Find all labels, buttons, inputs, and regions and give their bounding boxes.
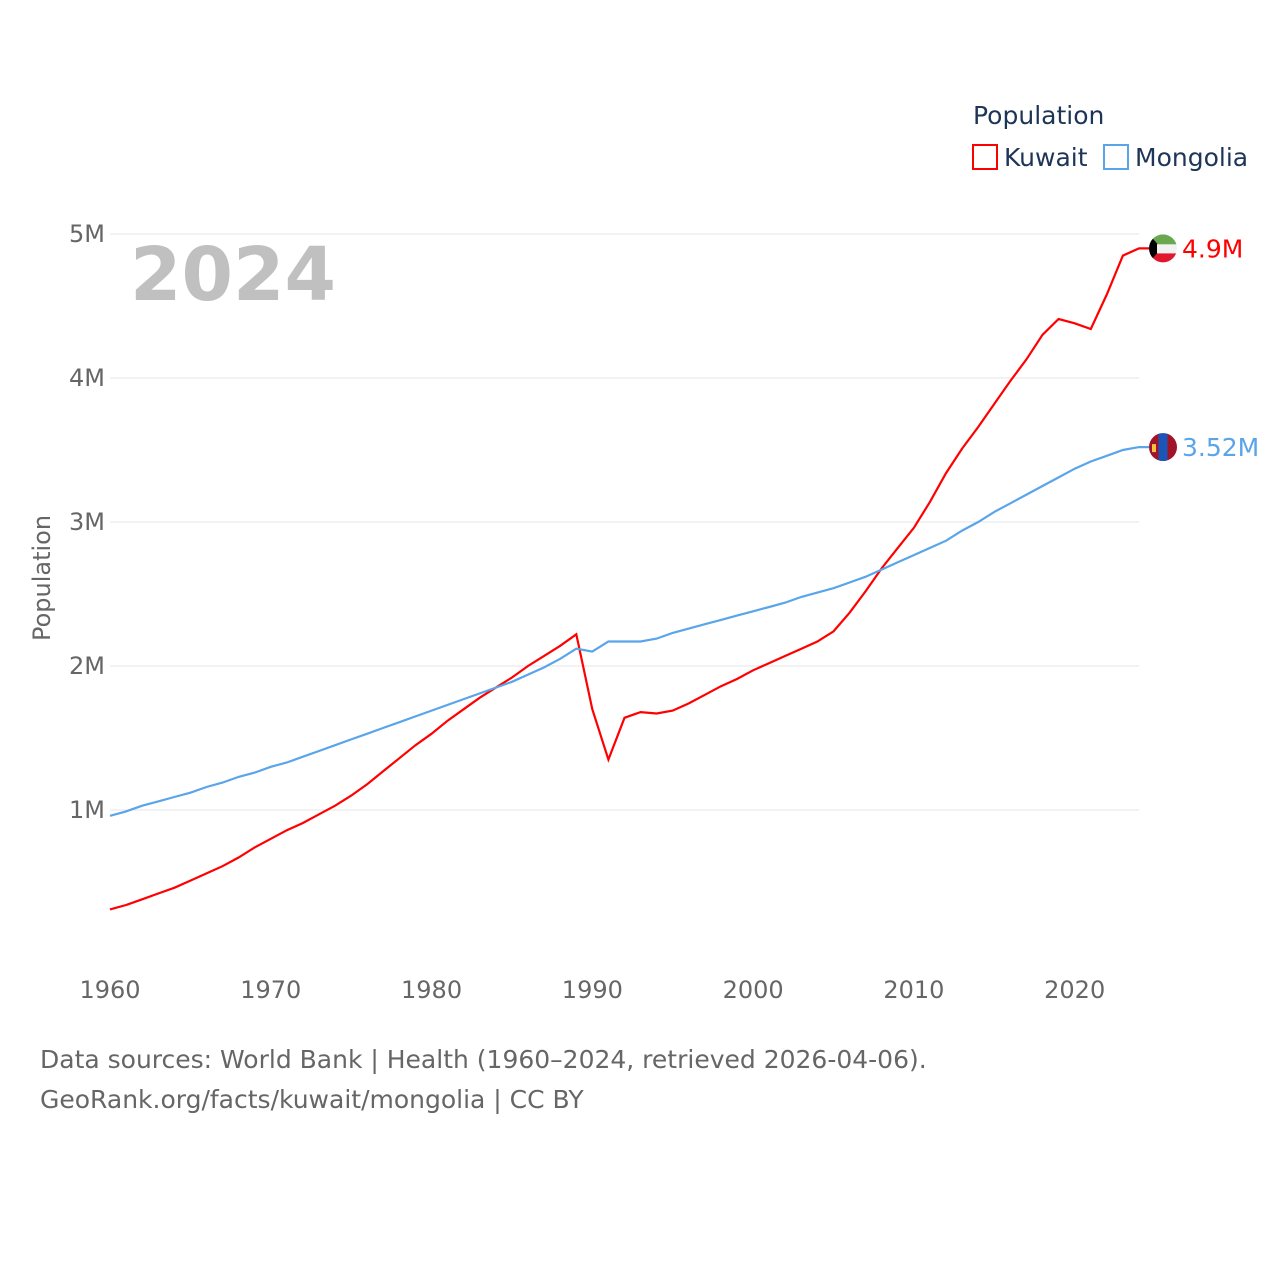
mongolia-flag-icon [1149,433,1177,462]
y-tick-label: 5M [69,220,105,248]
legend-label-kuwait[interactable]: Kuwait [1004,143,1088,172]
legend-title: Population [973,101,1104,130]
year-watermark: 2024 [130,232,336,318]
x-tick-label: 1980 [401,976,462,1004]
y-tick-label: 1M [69,796,105,824]
legend-swatch-mongolia [1103,144,1129,170]
y-tick-label: 2M [69,652,105,680]
footer-link[interactable]: GeoRank.org/facts/kuwait/mongolia | CC B… [40,1085,584,1114]
y-tick-label: 4M [69,364,105,392]
x-tick-label: 2010 [883,976,944,1004]
y-tick-label: 3M [69,508,105,536]
x-tick-label: 1970 [240,976,301,1004]
kuwait-flag-icon [1149,234,1177,263]
x-tick-label: 1990 [562,976,623,1004]
x-tick-label: 2000 [723,976,784,1004]
end-label-kuwait: 4.9M [1182,234,1243,263]
legend-label-mongolia[interactable]: Mongolia [1135,143,1248,172]
x-tick-label: 2020 [1044,976,1105,1004]
series-line-mongolia [109,446,1149,817]
legend-swatch-kuwait [972,144,998,170]
footer-sources: Data sources: World Bank | Health (1960–… [40,1045,927,1074]
series-line-kuwait [109,247,1149,911]
x-tick-label: 1960 [79,976,140,1004]
end-label-mongolia: 3.52M [1182,433,1259,462]
y-axis-label: Population [28,515,56,641]
